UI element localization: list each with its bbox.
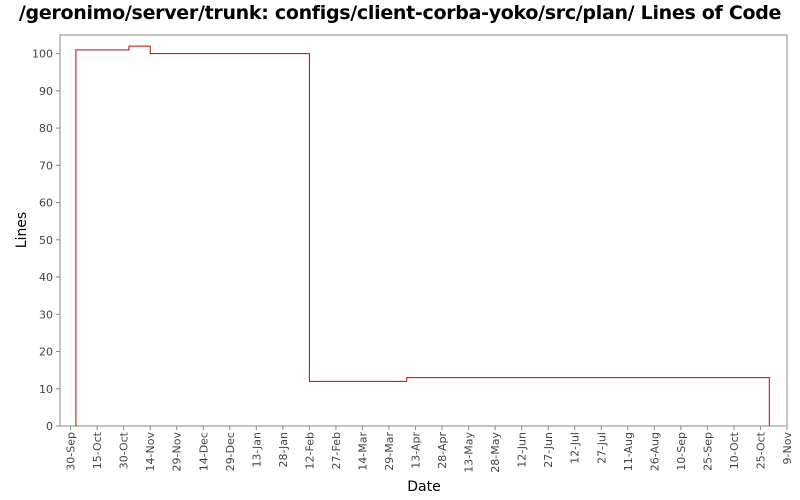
x-tick-label: 29-Dec [224, 432, 237, 471]
x-tick-label: 10-Oct [728, 431, 741, 469]
x-tick-label: 14-Dec [197, 432, 210, 471]
x-axis-label: Date [407, 479, 440, 495]
x-tick-label: 14-Nov [144, 432, 157, 472]
x-tick-label: 27-Jul [595, 432, 608, 464]
x-tick-label: 28-Jan [277, 432, 290, 468]
x-axis: 30-Sep 15-Oct 30-Oct 14-Nov 29-Nov 14-Dec 29-D… [65, 426, 794, 473]
x-tick-label: 14-Mar [356, 432, 369, 471]
x-tick-label: 28-May [489, 432, 502, 473]
x-tick-label: 26-Aug [648, 432, 661, 471]
x-tick-label: 25-Oct [754, 431, 767, 469]
x-tick-label: 30-Sep [65, 432, 78, 471]
y-tick-label: 30 [39, 308, 53, 321]
x-tick-label: 30-Oct [118, 431, 131, 469]
chart-title: /geronimo/server/trunk: configs/client-c… [18, 2, 782, 24]
y-tick-label: 50 [39, 234, 53, 247]
y-axis-label: Lines [14, 212, 30, 248]
y-tick-label: 40 [39, 271, 53, 284]
y-tick-label: 0 [46, 420, 53, 433]
x-tick-label: 27-Feb [330, 432, 343, 469]
x-tick-label: 13-Jan [250, 432, 263, 468]
y-tick-label: 60 [39, 197, 53, 210]
x-tick-label: 13-May [463, 432, 476, 473]
y-tick-label: 80 [39, 122, 53, 135]
y-tick-label: 20 [39, 346, 53, 359]
x-tick-label: 11-Aug [622, 432, 635, 471]
x-tick-label: 28-Apr [436, 432, 449, 469]
x-tick-label: 12-Jul [569, 432, 582, 464]
x-tick-label: 12-Feb [303, 432, 316, 469]
y-tick-label: 10 [39, 383, 53, 396]
x-tick-label: 15-Oct [91, 431, 104, 469]
x-tick-label: 25-Sep [701, 432, 714, 471]
x-tick-label: 9-Nov [781, 432, 794, 465]
x-tick-label: 29-Nov [171, 432, 184, 472]
x-tick-label: 13-Apr [410, 432, 423, 469]
x-tick-label: 12-Jun [516, 432, 529, 468]
y-tick-label: 100 [32, 48, 53, 61]
x-tick-label: 10-Sep [675, 432, 688, 471]
series-layer [75, 45, 770, 426]
plot-area [59, 34, 788, 427]
x-tick-label: 27-Jun [542, 432, 555, 468]
y-axis: 0 10 20 30 40 50 60 70 80 90 100 [32, 48, 60, 433]
y-tick-label: 70 [39, 159, 53, 172]
y-tick-label: 90 [39, 85, 53, 98]
x-tick-label: 29-Mar [383, 432, 396, 471]
series-line [75, 45, 770, 426]
